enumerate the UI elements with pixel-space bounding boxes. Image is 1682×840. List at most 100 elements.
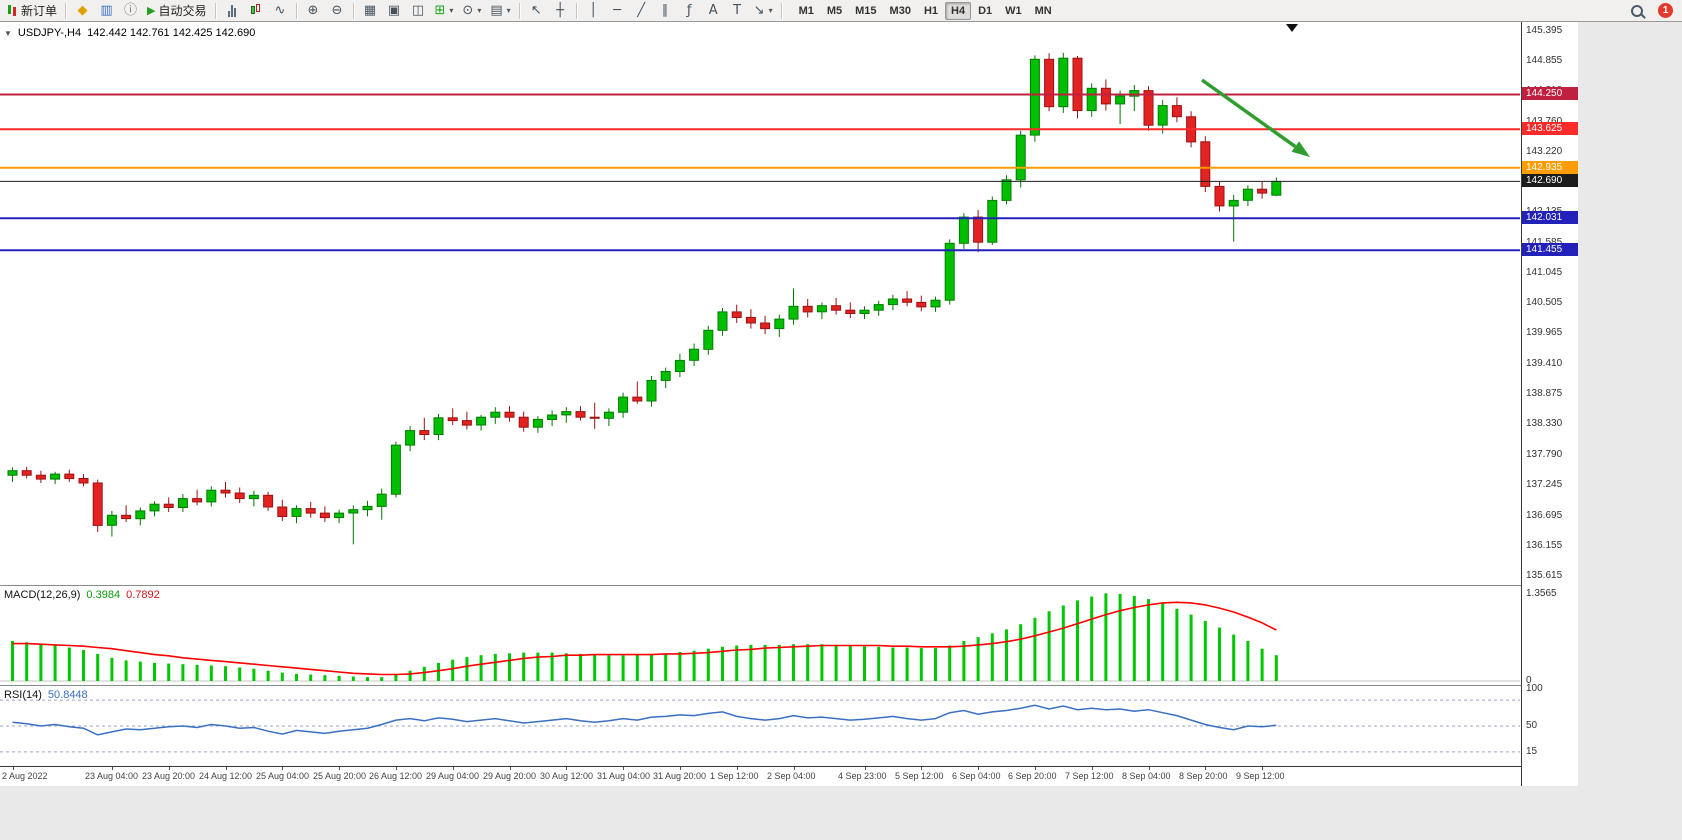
auto-scroll-button[interactable]: ▣: [383, 1, 406, 21]
fibonacci-button[interactable]: ƒ: [678, 1, 701, 21]
scale-label: 136.695: [1526, 510, 1563, 521]
time-axis-label: 9 Sep 12:00: [1236, 771, 1285, 781]
chart-shift-button[interactable]: ◫: [407, 1, 430, 21]
time-tick: [13, 767, 14, 770]
time-axis-label: 7 Sep 12:00: [1065, 771, 1114, 781]
vertical-line-button[interactable]: │: [582, 1, 605, 21]
time-tick: [623, 767, 624, 770]
search-button[interactable]: [1625, 1, 1648, 21]
time-axis-label: 6 Sep 20:00: [1008, 771, 1057, 781]
market-watch-button[interactable]: ▥: [95, 1, 118, 21]
trendline-button[interactable]: ╱: [630, 1, 653, 21]
scale-label: 138.330: [1526, 418, 1563, 429]
horizontal-line-button[interactable]: ─: [606, 1, 629, 21]
time-tick: [510, 767, 511, 770]
timeframe-button-h1[interactable]: H1: [918, 2, 944, 20]
time-tick: [794, 767, 795, 770]
toolbar-separator: [575, 2, 578, 19]
cursor-button[interactable]: ↖: [525, 1, 548, 21]
tile-windows-button[interactable]: ▦: [359, 1, 382, 21]
time-axis-label: 25 Aug 04:00: [256, 771, 310, 781]
price-scale[interactable]: 145.395144.855144.310143.760143.220142.6…: [1521, 22, 1578, 786]
trendline-icon: ╱: [637, 3, 646, 18]
zoom-in-icon: ⊕: [307, 3, 319, 18]
time-tick: [396, 767, 397, 770]
scale-label: 145.395: [1526, 25, 1563, 36]
timeframe-button-d1[interactable]: D1: [972, 2, 998, 20]
price-pane[interactable]: ▼ USDJPY-,H4 142.442 142.761 142.425 142…: [0, 22, 1521, 585]
auto-trading-label: 自动交易: [158, 4, 207, 18]
scale-label: 141.585: [1526, 237, 1562, 248]
time-axis[interactable]: 2 Aug 2022 23 Aug 04:00 23 Aug 20:00 24 Aug…: [0, 767, 1521, 786]
timeframe-button-m1[interactable]: M1: [793, 2, 820, 20]
text-button[interactable]: A: [702, 1, 725, 21]
scale-label: 100: [1526, 683, 1543, 694]
crosshair-button[interactable]: ┼: [549, 1, 572, 21]
scale-label: 143.760: [1526, 116, 1562, 127]
chevron-down-icon: ▾: [449, 6, 454, 15]
time-tick: [737, 767, 738, 770]
new-order-button[interactable]: 新订单: [3, 1, 61, 21]
bar-chart-button[interactable]: [221, 1, 244, 21]
text-label-button[interactable]: T: [726, 1, 749, 21]
zoom-in-button[interactable]: ⊕: [302, 1, 325, 21]
candle-chart-button[interactable]: [245, 1, 268, 21]
time-axis-label: 23 Aug 04:00: [85, 771, 139, 781]
toolbar-separator: [352, 2, 355, 19]
pane-splitter[interactable]: [0, 585, 1578, 586]
time-axis-label: 8 Sep 20:00: [1179, 771, 1228, 781]
chart-shift-icon: ◫: [411, 3, 425, 18]
time-tick: [1262, 767, 1263, 770]
line-chart-button[interactable]: ∿: [269, 1, 292, 21]
timeframe-button-m15[interactable]: M15: [849, 2, 882, 20]
time-tick: [978, 767, 979, 770]
chevron-down-icon: ▾: [477, 6, 482, 15]
candlestick-chart-icon: [251, 4, 261, 17]
channel-button[interactable]: ∥: [654, 1, 677, 21]
scale-label: 50: [1526, 720, 1538, 731]
rsi-pane[interactable]: RSI(14) 50.8448: [0, 686, 1521, 766]
timeframe-button-mn[interactable]: MN: [1029, 2, 1058, 20]
play-icon: ▶: [147, 4, 156, 17]
time-axis-label: 23 Aug 20:00: [142, 771, 196, 781]
arrows-button[interactable]: ↘ ▾: [750, 1, 777, 21]
info-button[interactable]: ⓘ: [119, 1, 142, 21]
macd-label: MACD(12,26,9) 0.3984 0.7892: [4, 589, 160, 601]
time-axis-label: 1 Sep 12:00: [710, 771, 759, 781]
timeframe-button-m5[interactable]: M5: [821, 2, 848, 20]
timeframe-button-m30[interactable]: M30: [884, 2, 917, 20]
notification-badge[interactable]: 1: [1658, 3, 1673, 18]
time-axis-label: 29 Aug 20:00: [483, 771, 537, 781]
periods-button[interactable]: ⊙ ▾: [458, 1, 485, 21]
scale-label: 143.220: [1526, 146, 1563, 157]
rsi-value: 50.8448: [47, 689, 88, 701]
chart-symbol-period: USDJPY-,H4: [17, 27, 82, 39]
timeframe-button-h4[interactable]: H4: [945, 1, 972, 20]
time-tick: [282, 767, 283, 770]
line-chart-icon: ∿: [274, 3, 286, 18]
main-toolbar: 新订单 ◆ ▥ ⓘ ▶ 自动交易 ∿ ⊕ ⊖ ▦ ▣ ◫ ⊞ ▾ ⊙ ▾ ▤ ▾: [0, 0, 1682, 22]
crosshair-icon: ┼: [556, 3, 565, 18]
macd-chart[interactable]: [0, 586, 1521, 685]
metaeditor-button[interactable]: ◆: [71, 1, 94, 21]
time-axis-label: 29 Aug 04:00: [426, 771, 480, 781]
scale-label: 1.3565: [1526, 588, 1557, 599]
templates-button[interactable]: ▤ ▾: [486, 1, 514, 21]
time-axis-label: 30 Aug 12:00: [540, 771, 594, 781]
candlestick-chart[interactable]: [0, 22, 1521, 585]
time-axis-label: 4 Sep 23:00: [838, 771, 887, 781]
price-line-label: 142.031: [1522, 211, 1578, 224]
timeframe-button-w1[interactable]: W1: [999, 2, 1028, 20]
auto-trading-button[interactable]: ▶ 自动交易: [143, 1, 210, 21]
time-axis-border: [0, 766, 1578, 767]
macd-pane[interactable]: MACD(12,26,9) 0.3984 0.7892: [0, 586, 1521, 685]
zoom-out-button[interactable]: ⊖: [326, 1, 349, 21]
rsi-chart[interactable]: [0, 686, 1521, 766]
pane-splitter[interactable]: [0, 685, 1578, 686]
info-icon: ⓘ: [124, 3, 138, 18]
add-indicator-button[interactable]: ⊞ ▾: [431, 1, 458, 21]
scale-label: 136.155: [1526, 540, 1563, 551]
arrow-tool-icon: ↘: [753, 3, 765, 18]
time-axis-label: 5 Sep 12:00: [895, 771, 944, 781]
